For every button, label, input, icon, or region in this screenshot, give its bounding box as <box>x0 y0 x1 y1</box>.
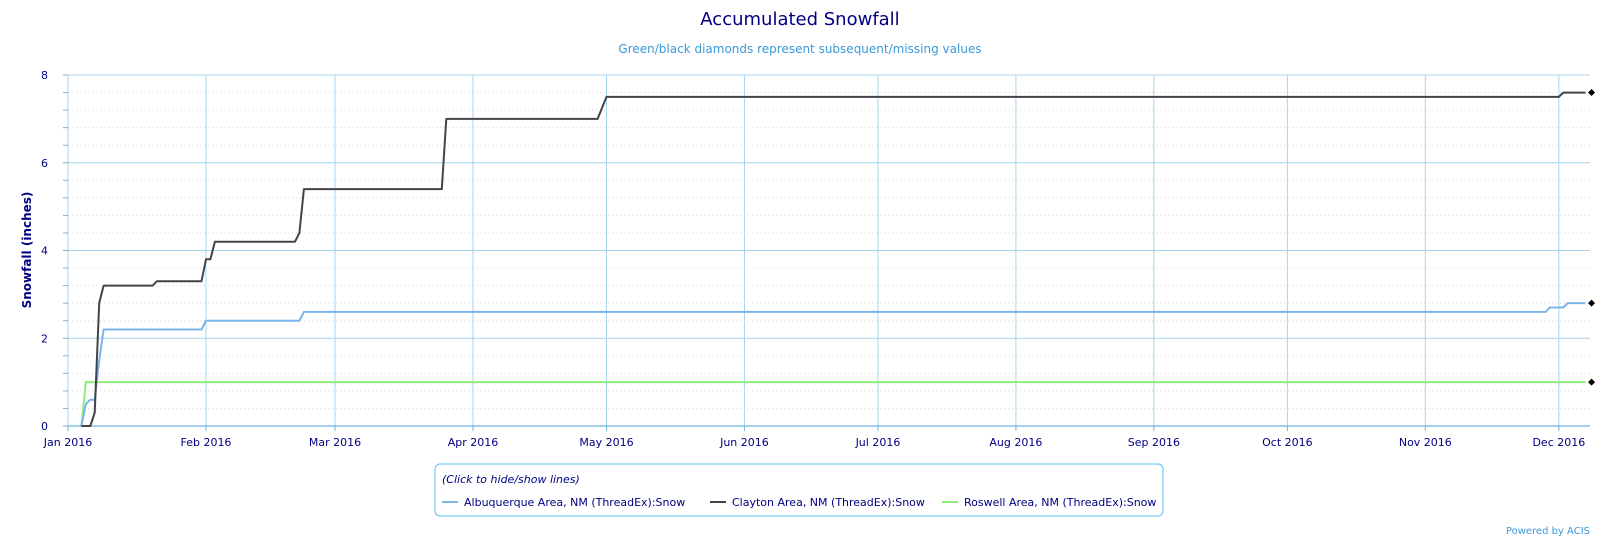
missing-value-diamond <box>1588 299 1596 307</box>
chart-title: Accumulated Snowfall <box>700 9 899 30</box>
x-tick-label: Aug 2016 <box>989 436 1042 449</box>
x-tick-label: Dec 2016 <box>1532 436 1585 449</box>
legend-label: Albuquerque Area, NM (ThreadEx):Snow <box>464 496 685 509</box>
series-line-1 <box>81 91 1586 427</box>
missing-value-diamond <box>1588 89 1596 97</box>
legend-label: Roswell Area, NM (ThreadEx):Snow <box>964 496 1156 509</box>
x-tick-label: Oct 2016 <box>1262 436 1313 449</box>
y-tick-label: 2 <box>41 332 48 345</box>
chart-subtitle: Green/black diamonds represent subsequen… <box>618 42 981 56</box>
y-tick-label: 0 <box>41 420 48 433</box>
legend-label: Clayton Area, NM (ThreadEx):Snow <box>732 496 925 509</box>
end-markers <box>1588 89 1596 386</box>
series-line-0 <box>80 302 1586 427</box>
legend-box <box>434 463 1164 517</box>
x-tick-label: Jun 2016 <box>719 436 769 449</box>
y-tick-label: 6 <box>41 157 48 170</box>
series-line-2 <box>80 381 1586 427</box>
x-tick-label: Jul 2016 <box>855 436 901 449</box>
legend-item-1[interactable]: Clayton Area, NM (ThreadEx):Snow <box>710 496 925 509</box>
legend: (Click to hide/show lines) Albuquerque A… <box>434 463 1164 517</box>
y-axis-label: Snowfall (inches) <box>20 192 34 309</box>
credit-link[interactable]: Powered by ACIS <box>1506 526 1590 537</box>
y-tick-labels: 0 2 4 6 8 <box>41 69 48 433</box>
x-tick-label: Jan 2016 <box>43 436 92 449</box>
x-tick-labels: Jan 2016 Feb 2016 Mar 2016 Apr 2016 May 2016… <box>43 436 1585 449</box>
series-lines <box>80 91 1586 427</box>
legend-item-0[interactable]: Albuquerque Area, NM (ThreadEx):Snow <box>442 496 685 509</box>
legend-caption: (Click to hide/show lines) <box>442 473 580 486</box>
missing-value-diamond <box>1588 378 1596 386</box>
axes <box>63 74 1590 431</box>
x-tick-label: May 2016 <box>579 436 633 449</box>
x-tick-label: Nov 2016 <box>1399 436 1452 449</box>
x-tick-label: Mar 2016 <box>309 436 361 449</box>
x-tick-label: Apr 2016 <box>448 436 499 449</box>
y-tick-label: 4 <box>41 245 48 258</box>
x-tick-label: Sep 2016 <box>1128 436 1180 449</box>
legend-item-2[interactable]: Roswell Area, NM (ThreadEx):Snow <box>942 496 1156 509</box>
x-tick-label: Feb 2016 <box>180 436 231 449</box>
y-tick-label: 8 <box>41 69 48 82</box>
